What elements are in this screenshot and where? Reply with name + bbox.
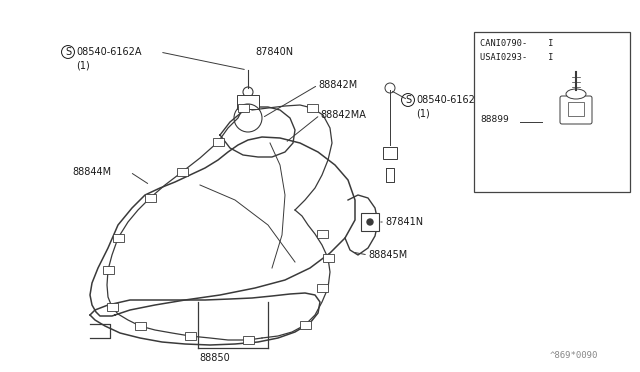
Text: (1): (1) — [416, 109, 429, 119]
Text: CANI0790-    I: CANI0790- I — [480, 39, 554, 48]
FancyBboxPatch shape — [323, 254, 333, 262]
FancyBboxPatch shape — [568, 102, 584, 116]
Text: (1): (1) — [76, 61, 90, 71]
Text: 87841N: 87841N — [385, 217, 423, 227]
Text: 88850: 88850 — [200, 353, 230, 363]
FancyBboxPatch shape — [212, 138, 223, 146]
FancyBboxPatch shape — [361, 213, 379, 231]
FancyBboxPatch shape — [177, 168, 188, 176]
FancyBboxPatch shape — [243, 336, 253, 344]
FancyBboxPatch shape — [560, 96, 592, 124]
FancyBboxPatch shape — [383, 147, 397, 159]
Text: 88845M: 88845M — [368, 250, 407, 260]
FancyBboxPatch shape — [184, 332, 195, 340]
FancyBboxPatch shape — [134, 322, 145, 330]
Text: ^869*0090: ^869*0090 — [550, 350, 598, 359]
Text: 87840N: 87840N — [255, 47, 293, 57]
Text: 88842MA: 88842MA — [320, 110, 366, 120]
FancyBboxPatch shape — [317, 284, 328, 292]
Text: 88842M: 88842M — [318, 80, 357, 90]
FancyBboxPatch shape — [102, 266, 113, 274]
FancyBboxPatch shape — [237, 104, 248, 112]
Text: S: S — [65, 47, 71, 57]
Text: 88844M: 88844M — [72, 167, 111, 177]
FancyBboxPatch shape — [307, 104, 317, 112]
FancyBboxPatch shape — [106, 303, 118, 311]
Text: 08540-6162A: 08540-6162A — [416, 95, 481, 105]
Ellipse shape — [566, 89, 586, 99]
FancyBboxPatch shape — [113, 234, 124, 242]
FancyBboxPatch shape — [300, 321, 310, 329]
Circle shape — [367, 219, 373, 225]
Text: 08540-6162A: 08540-6162A — [76, 47, 141, 57]
Text: USAI0293-    I: USAI0293- I — [480, 53, 554, 62]
FancyBboxPatch shape — [145, 194, 156, 202]
Text: 88899: 88899 — [480, 115, 509, 124]
FancyBboxPatch shape — [317, 230, 328, 238]
Text: S: S — [405, 95, 411, 105]
FancyBboxPatch shape — [237, 95, 259, 109]
FancyBboxPatch shape — [474, 32, 630, 192]
